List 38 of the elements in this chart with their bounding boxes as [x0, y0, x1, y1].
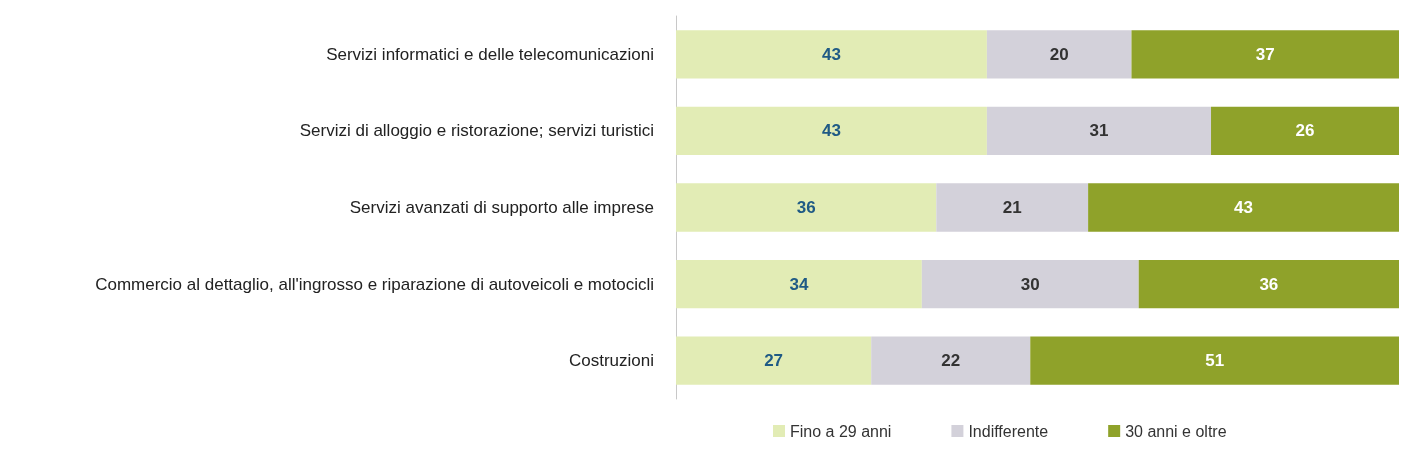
data-label: 43 [1234, 198, 1254, 217]
y-tick-label: Servizi informatici e delle telecomunicazioni [326, 44, 654, 64]
data-label: 31 [1089, 121, 1109, 141]
data-label: 30 [1020, 274, 1040, 294]
bar [1131, 30, 1399, 79]
y-tick-label: Servizi di alloggio e ristorazione; servizi turistici [299, 121, 654, 141]
data-label: 22 [941, 351, 961, 371]
data-label: 43 [821, 121, 841, 141]
data-label: 26 [1295, 121, 1315, 141]
bar [1030, 336, 1399, 385]
bar [676, 183, 937, 232]
bar [1088, 183, 1399, 232]
bar [936, 183, 1089, 232]
bar [676, 259, 922, 309]
data-label: 34 [789, 274, 809, 294]
data-label: 36 [1259, 274, 1279, 294]
legend-label: 30 anni e oltre [1125, 422, 1227, 440]
bar [986, 106, 1212, 156]
legend-label: Indifferente [968, 422, 1049, 440]
y-tick-label: Costruzioni [568, 351, 654, 371]
bar [676, 336, 872, 385]
bar [986, 30, 1132, 79]
bar [871, 336, 1031, 385]
bar [676, 30, 987, 79]
data-label: 51 [1205, 351, 1225, 371]
data-label: 36 [796, 198, 816, 217]
y-tick-label: Commercio al dettaglio, all'ingrosso e riparazione di autoveicoli e motocicli [95, 274, 654, 294]
bar [1211, 106, 1399, 156]
data-label: 20 [1049, 44, 1069, 64]
legend-label: Fino a 29 anni [790, 422, 892, 440]
data-label: 27 [764, 351, 784, 371]
bar [1138, 259, 1399, 309]
data-label: 43 [821, 44, 841, 64]
y-tick-label: Servizi avanzati di supporto alle imprese [349, 198, 654, 217]
data-label: 37 [1255, 44, 1275, 64]
data-label: 21 [1002, 198, 1022, 217]
bar [921, 259, 1139, 309]
bar [676, 106, 987, 156]
